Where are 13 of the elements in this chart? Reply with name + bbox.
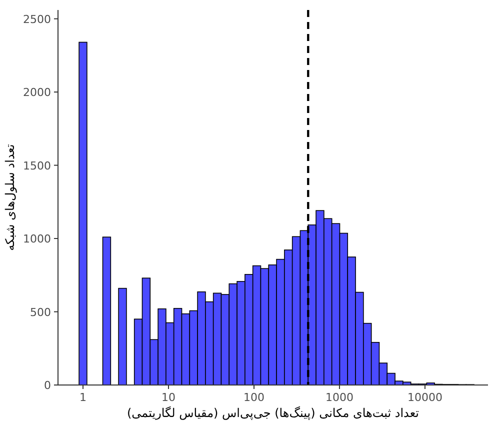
x-tick-label: 1: [80, 391, 86, 404]
y-tick-label: 2000: [23, 86, 51, 100]
y-tick-label: 2500: [23, 12, 51, 26]
x-tick-label: 10000: [407, 391, 442, 404]
x-tick-label: 1000: [325, 391, 354, 404]
y-tick-label: 500: [30, 306, 51, 319]
x-axis-title: تعداد ثبت‌های مکانی (پینگ‌ها) جی‌پی‌اس (مقیاس لگاریتمی): [126, 406, 420, 420]
y-axis-title: تعداد سلول‌های شبکه: [3, 144, 17, 251]
x-tick-label: 10: [161, 391, 176, 404]
y-tick-label: 1500: [23, 159, 51, 172]
y-tick-label: 1000: [23, 232, 51, 246]
x-tick-label: 100: [243, 391, 264, 404]
y-tick-label: 0: [44, 379, 51, 392]
